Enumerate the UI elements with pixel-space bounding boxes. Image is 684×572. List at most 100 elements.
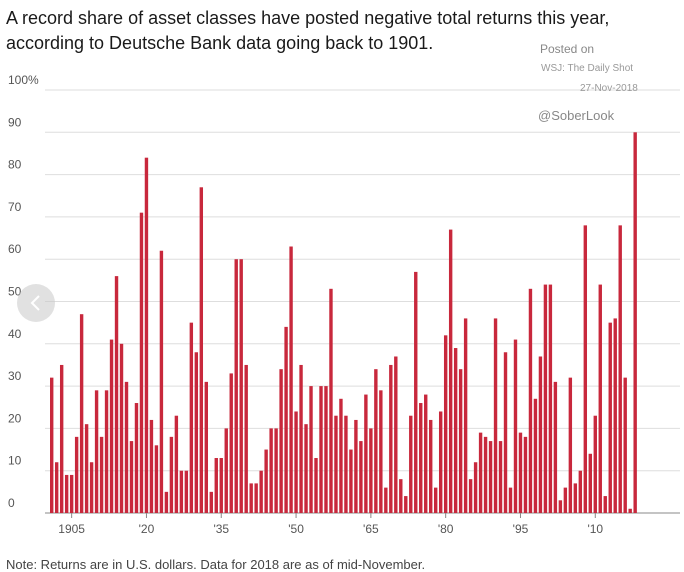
bar-1925	[169, 436, 174, 513]
bar-1989	[488, 441, 493, 513]
y-tick-label-40: 40	[8, 327, 22, 341]
bar-1943	[259, 470, 263, 513]
bar-1993	[508, 487, 513, 513]
bar-2002	[553, 381, 558, 513]
bar-1932	[204, 381, 208, 513]
bar-1942	[254, 483, 258, 513]
bar-1977	[429, 419, 433, 513]
y-tick-label-90: 90	[8, 115, 22, 129]
watermark-date: 27-Nov-2018	[580, 83, 638, 94]
bar-1958	[334, 415, 338, 513]
bar-1902	[54, 462, 59, 513]
chart-title: A record share of asset classes have pos…	[6, 6, 666, 56]
bar-1944	[264, 449, 268, 513]
bar-1917	[129, 441, 134, 513]
bar-1933	[209, 491, 213, 513]
bar-1903	[59, 364, 64, 513]
y-tick-label-60: 60	[8, 242, 22, 256]
bar-1908	[84, 424, 89, 513]
bar-1905	[69, 474, 74, 513]
bar-1937	[229, 373, 233, 513]
bar-1929	[189, 322, 194, 513]
bar-1930	[194, 352, 199, 513]
bar-1981	[448, 229, 453, 513]
bar-2009	[588, 453, 592, 513]
bar-1967	[379, 390, 383, 513]
footnote: Note: Returns are in U.S. dollars. Data …	[6, 557, 426, 572]
bar-1994	[513, 339, 518, 513]
bar-2011	[598, 284, 602, 513]
bar-1936	[224, 428, 228, 513]
y-tick-label-30: 30	[8, 369, 22, 383]
bar-2000	[543, 284, 548, 513]
bar-1948	[284, 326, 288, 513]
bar-1998	[533, 398, 538, 513]
bar-1954	[314, 458, 318, 513]
bar-1961	[349, 449, 353, 513]
bar-1978	[433, 487, 438, 513]
bar-1957	[329, 288, 333, 513]
x-tick-label-1995: '95	[513, 522, 529, 536]
bar-2010	[593, 415, 597, 513]
bar-1911	[99, 436, 104, 513]
title-line-1: A record share of asset classes have pos…	[6, 8, 610, 28]
y-tick-label-20: 20	[8, 411, 22, 425]
y-tick-label-100: 100%	[8, 73, 39, 87]
bar-2007	[578, 470, 583, 513]
previous-slide-button[interactable]	[17, 284, 55, 322]
bar-1952	[304, 424, 308, 513]
x-tick-label-2010: '10	[587, 522, 603, 536]
bar-1999	[538, 356, 543, 513]
bar-1996	[523, 436, 528, 513]
bar-1939	[239, 259, 243, 513]
watermark-source: WSJ: The Daily Shot	[541, 63, 634, 74]
bar-1974	[414, 271, 418, 513]
bar-2003	[558, 500, 563, 513]
bar-1949	[289, 246, 293, 513]
x-axis-tick-labels: 1905 '20 '35 '50 '65 '80 '95 '10	[58, 513, 603, 536]
x-tick-label-1935: '35	[213, 522, 229, 536]
bar-2001	[548, 284, 553, 513]
bar-1938	[234, 259, 238, 513]
x-tick-label-1905: 1905	[58, 522, 85, 536]
bar-1969	[389, 364, 393, 513]
bar-1910	[94, 390, 99, 513]
chevron-left-icon	[30, 295, 40, 311]
bar-1962	[354, 419, 358, 513]
bar-1951	[299, 364, 303, 513]
bar-1940	[244, 364, 248, 513]
bar-1984	[463, 318, 468, 513]
bar-1970	[394, 356, 398, 513]
bar-1959	[339, 398, 343, 513]
bar-1915	[119, 343, 124, 513]
bar-2012	[603, 496, 607, 513]
bar-1947	[279, 369, 283, 513]
bar-1953	[309, 386, 313, 513]
bar-1912	[104, 390, 109, 513]
bar-2006	[573, 483, 578, 513]
bar-1987	[478, 432, 483, 513]
bar-1923	[159, 250, 164, 514]
bar-1945	[269, 428, 273, 513]
bar-1971	[399, 479, 403, 513]
bars	[50, 132, 637, 514]
watermark-posted: Posted on	[540, 42, 595, 56]
y-tick-label-80: 80	[8, 158, 22, 172]
bar-1972	[404, 496, 408, 513]
bar-1931	[199, 187, 204, 514]
bar-2005	[568, 377, 573, 513]
bar-1913	[109, 339, 114, 513]
bar-1975	[419, 403, 423, 513]
bar-1979	[438, 411, 443, 513]
bar-1963	[359, 441, 363, 513]
bar-1973	[409, 415, 413, 513]
bar-2004	[563, 487, 568, 513]
x-tick-label-1965: '65	[363, 522, 379, 536]
bar-1924	[164, 491, 169, 513]
bar-1997	[528, 288, 533, 513]
bar-1956	[324, 386, 328, 513]
bar-2008	[583, 225, 588, 514]
bar-1919	[139, 212, 144, 514]
title-line-2: according to Deutsche Bank data going ba…	[6, 33, 434, 53]
bar-2013	[608, 322, 612, 513]
